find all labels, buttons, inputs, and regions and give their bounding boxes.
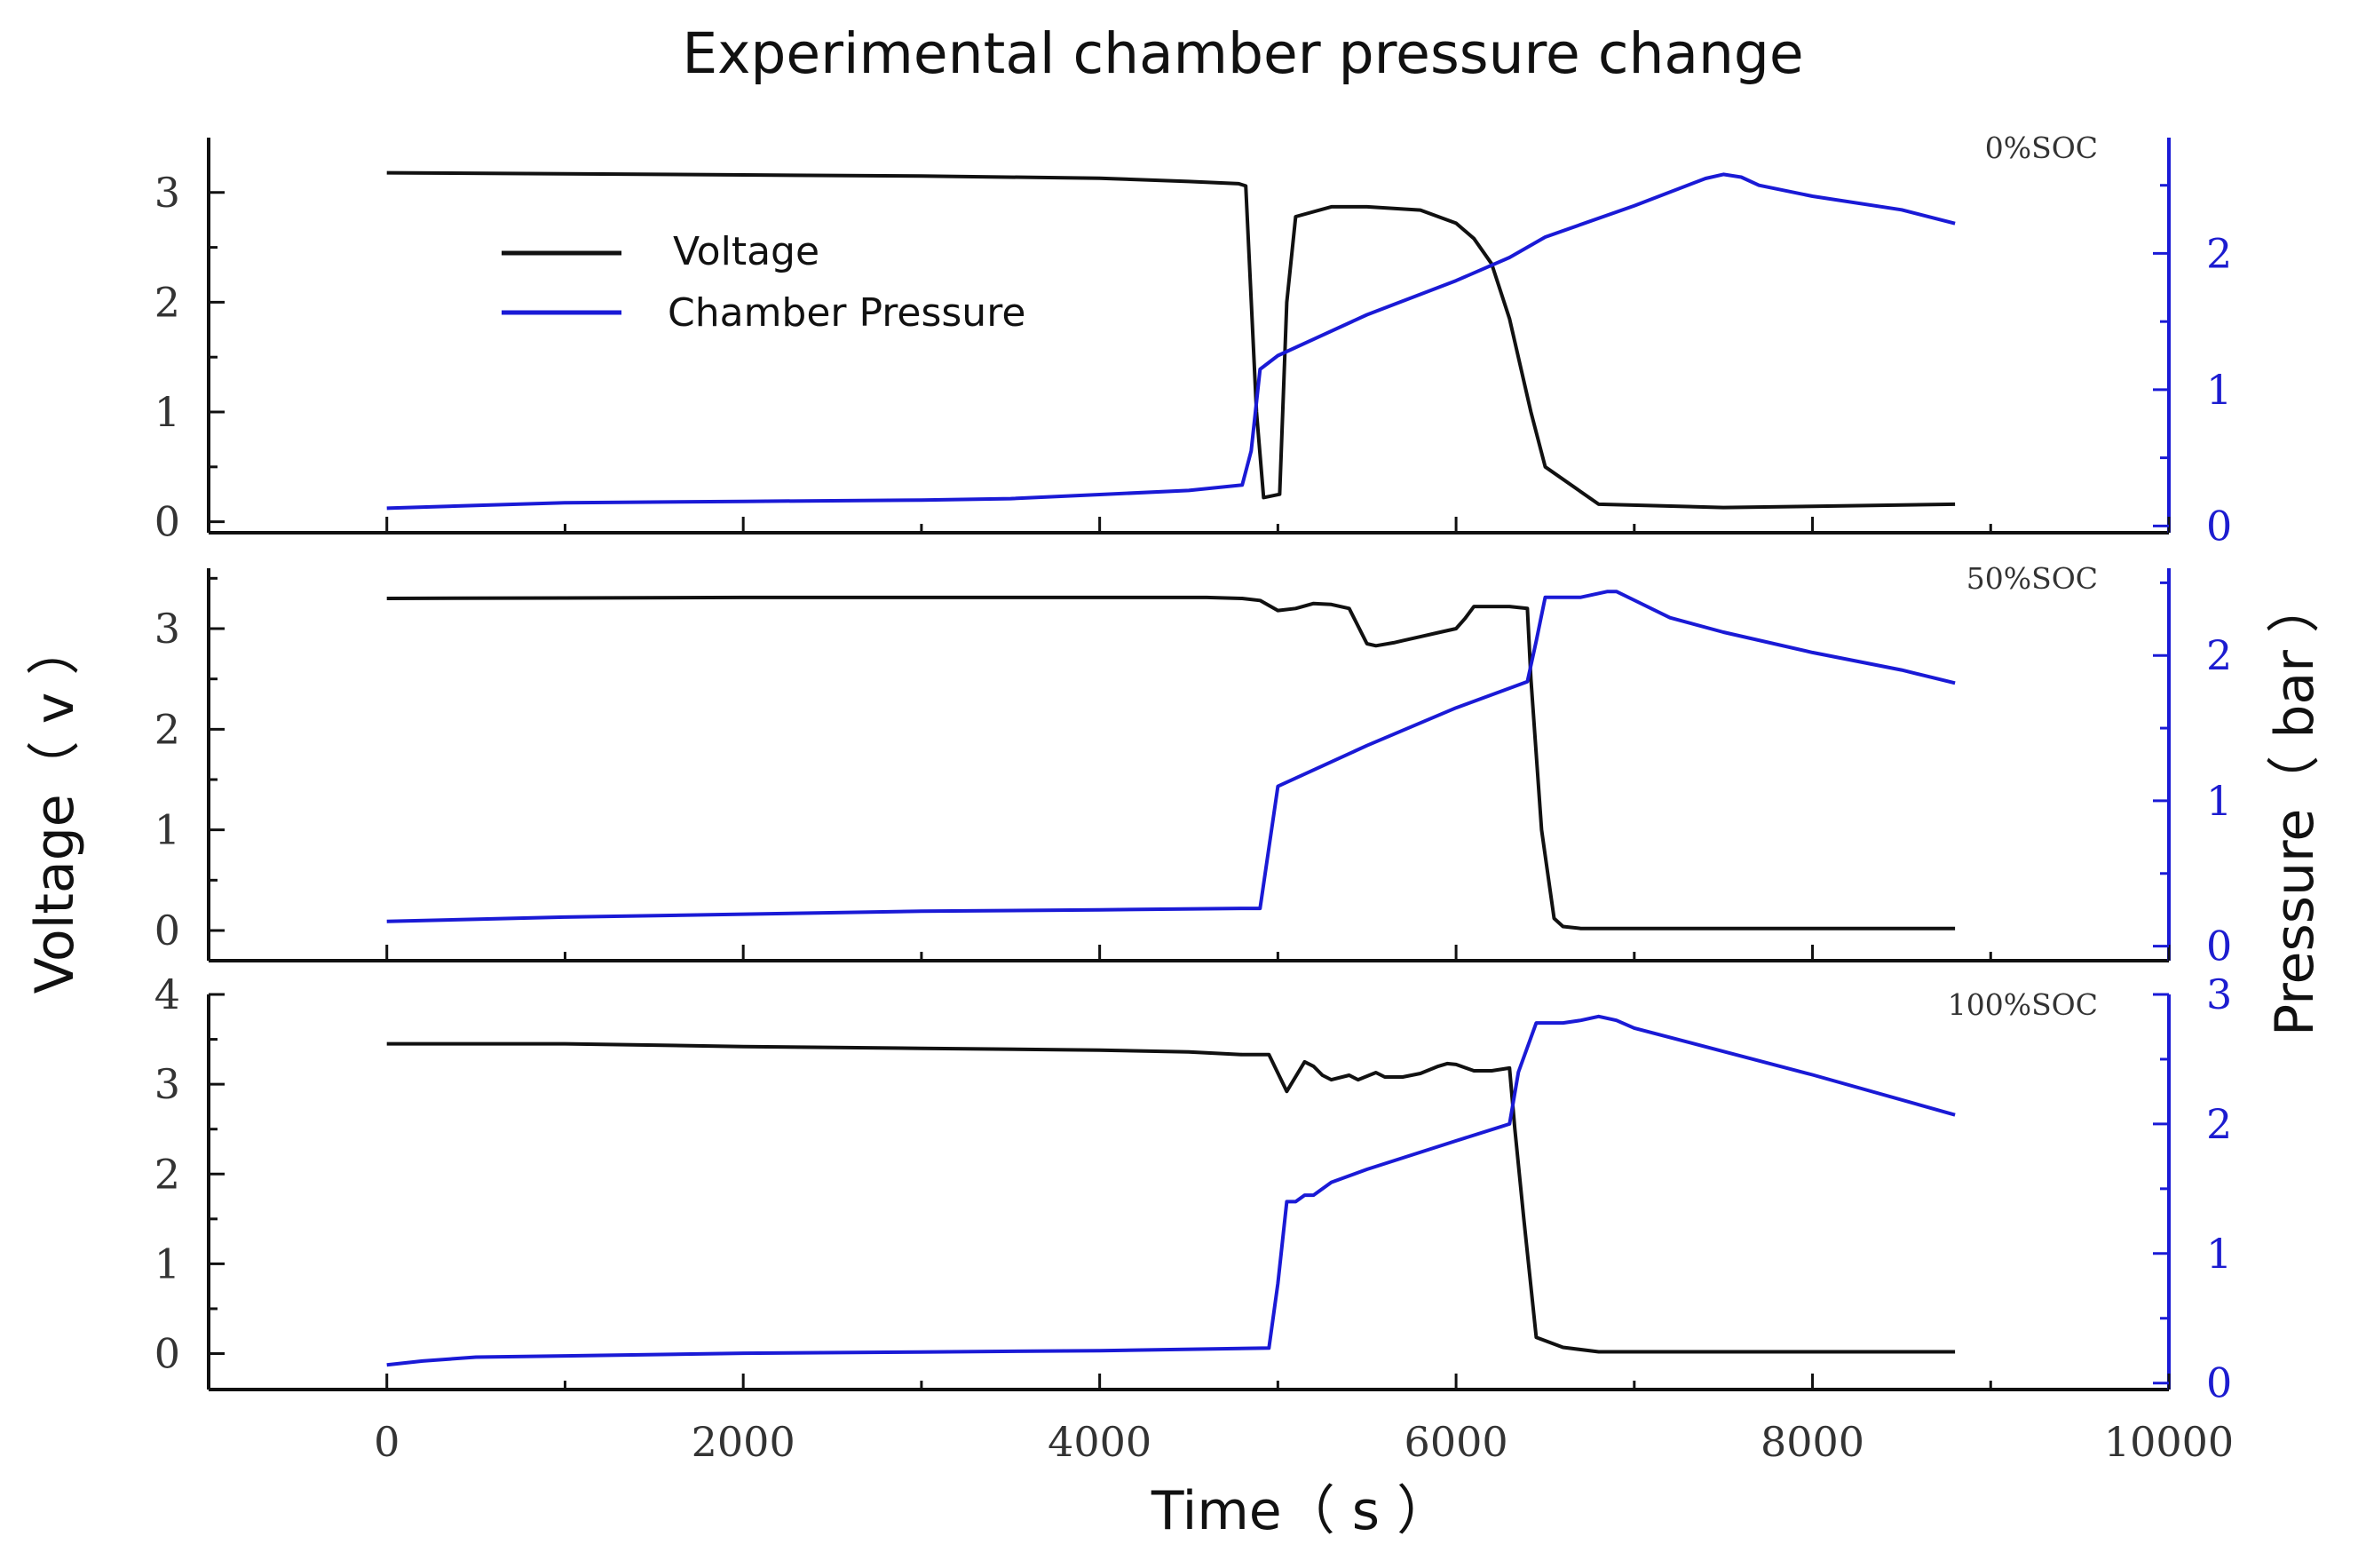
right-axis-title: Pressure（ bar ） xyxy=(2264,580,2326,1036)
left-tick-label: 4 xyxy=(154,970,180,1018)
left-tick-label: 0 xyxy=(154,1330,180,1378)
panels-group: 01230120%SOC012301250%SOC012340123100%SO… xyxy=(154,131,2234,1466)
right-tick-label: 0 xyxy=(2206,1359,2232,1407)
legend-voltage-label: Voltage xyxy=(673,229,819,274)
right-tick-label: 3 xyxy=(2206,970,2232,1018)
x-tick-label: 6000 xyxy=(1405,1418,1508,1466)
x-tick-label: 8000 xyxy=(1761,1418,1864,1466)
left-tick-label: 2 xyxy=(154,705,180,753)
legend-pressure-label: Chamber Pressure xyxy=(668,290,1025,336)
chart-title: Experimental chamber pressure change xyxy=(682,21,1803,86)
panel-2: 0 1 2 3 4 0 1 2 3 100%SOC xyxy=(154,970,2233,1407)
left-tick-label: 3 xyxy=(154,169,180,217)
right-tick-label: 0 xyxy=(2206,923,2232,970)
right-tick-label: 2 xyxy=(2206,631,2232,679)
pressure-line-panel-1 xyxy=(386,590,1956,923)
left-tick-label: 2 xyxy=(154,278,180,326)
voltage-line-panel-0 xyxy=(386,170,1956,510)
left-tick-label: 2 xyxy=(154,1150,180,1198)
x-tick-label: 0 xyxy=(374,1418,400,1466)
panel-label: 100%SOC xyxy=(1948,987,2098,1022)
left-tick-label: 3 xyxy=(154,605,180,653)
right-tick-label: 1 xyxy=(2206,777,2232,825)
right-tick-label: 1 xyxy=(2206,1230,2232,1278)
right-tick-label: 2 xyxy=(2206,1100,2232,1148)
voltage-line-panel-1 xyxy=(386,595,1956,931)
panel-label: 0%SOC xyxy=(1985,131,2098,165)
panel-label: 50%SOC xyxy=(1966,561,2098,596)
x-tick-label: 2000 xyxy=(692,1418,795,1466)
pressure-line-panel-0 xyxy=(386,172,1956,511)
pressure-line-panel-2 xyxy=(386,1014,1956,1367)
right-tick-label: 0 xyxy=(2206,502,2232,550)
legend: Voltage Chamber Pressure xyxy=(502,229,1025,336)
voltage-line-panel-2 xyxy=(386,1041,1956,1354)
left-tick-label: 1 xyxy=(154,806,180,854)
left-tick-label: 1 xyxy=(154,388,180,436)
left-tick-label: 0 xyxy=(154,907,180,954)
x-axis-title: Time（ s ） xyxy=(1151,1480,1450,1542)
left-tick-label: 0 xyxy=(154,498,180,546)
panel-0: 0 1 2 3 0 1 2 0%SOC xyxy=(154,131,2233,550)
x-tick-label: 10000 xyxy=(2104,1418,2234,1466)
right-tick-label: 2 xyxy=(2206,229,2232,277)
left-tick-label: 1 xyxy=(154,1239,180,1287)
right-tick-label: 1 xyxy=(2206,366,2232,414)
left-axis-title: Voltage（ v ） xyxy=(24,622,86,994)
panel-1: 0 1 2 3 0 1 2 50%SOC xyxy=(154,561,2233,970)
left-tick-label: 3 xyxy=(154,1060,180,1108)
x-tick-label: 4000 xyxy=(1048,1418,1151,1466)
